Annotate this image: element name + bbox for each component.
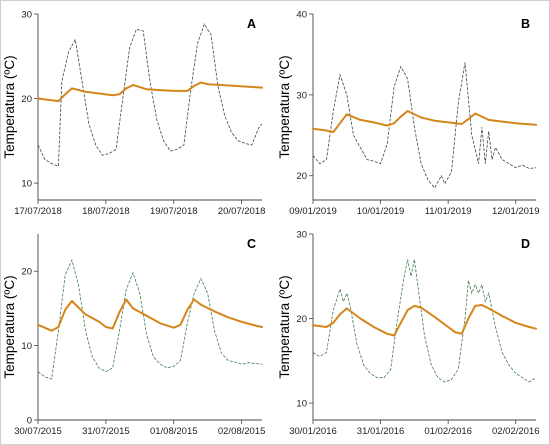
panel-d-x-tick-label: 30/01/2016 xyxy=(289,426,337,437)
panel-b-y-tick-label: 40 xyxy=(296,10,307,21)
panel-d-observed-line xyxy=(312,259,537,383)
panel-b-y-tick-label: 20 xyxy=(296,171,307,182)
panel-c-x-tick-label: 30/07/2015 xyxy=(14,426,62,437)
panel-a-x-tick-label: 19/07/2018 xyxy=(150,206,198,217)
panel-a-letter: A xyxy=(247,17,256,31)
panel-d-y-tick-label: 30 xyxy=(296,230,307,241)
panel-d-x-tick-label: 31/01/2016 xyxy=(357,426,405,437)
panel-c-letter: C xyxy=(247,237,256,251)
panel-d-letter: D xyxy=(521,237,530,251)
panel-c-x-tick-label: 31/07/2015 xyxy=(82,426,130,437)
panel-b-observed-line xyxy=(312,62,537,189)
panel-a-x-tick-label: 18/07/2018 xyxy=(82,206,130,217)
panel-b-model-line xyxy=(312,110,537,134)
panel-c-observed-line xyxy=(37,258,263,380)
panel-b-x-tick-label: 10/01/2019 xyxy=(357,206,405,217)
panel-c-x-tick-label: 02/08/2015 xyxy=(218,426,266,437)
panel-b-letter: B xyxy=(521,17,530,31)
panel-d-model-line xyxy=(312,304,537,337)
panel-a-x-tick-label: 20/07/2018 xyxy=(218,206,266,217)
panel-c-model-line xyxy=(37,298,263,332)
panel-b-x-tick-label: 12/01/2019 xyxy=(492,206,540,217)
panel-a-y-tick-label: 10 xyxy=(21,179,32,190)
panel-a-y-tick-label: 30 xyxy=(21,10,32,21)
panel-a: 10 20 30 17/07/2018 18/07/2018 19/07/2018 20/0… xyxy=(2,10,265,218)
panel-b: 20 30 40 09/01/2019 10/01/2019 11/01/2019 12/0… xyxy=(277,10,540,218)
panel-d-y-tick-label: 10 xyxy=(296,399,307,410)
panel-d: 10 20 30 30/01/2016 31/01/2016 01/02/2016 02/0… xyxy=(277,230,540,438)
panel-c-y-tick-label: 10 xyxy=(21,341,32,352)
panel-c: 0 10 20 30/07/2015 31/07/2015 01/08/2015 02/08… xyxy=(2,234,265,437)
panel-c-y-axis-label: Temperatura (ºC) xyxy=(2,275,17,378)
panel-b-y-tick-label: 30 xyxy=(296,90,307,101)
panel-a-model-line xyxy=(37,81,263,103)
panel-a-y-tick-label: 20 xyxy=(21,94,32,105)
panel-c-x-tick-label: 01/08/2015 xyxy=(150,426,198,437)
panel-a-observed-line xyxy=(37,23,263,167)
panel-d-y-axis-label: Temperatura (ºC) xyxy=(277,275,292,378)
panel-b-y-axis-label: Temperatura (ºC) xyxy=(277,55,292,158)
panel-b-x-tick-label: 11/01/2019 xyxy=(425,206,472,217)
panel-c-y-tick-label: 20 xyxy=(21,267,32,278)
panel-d-x-tick-label: 01/02/2016 xyxy=(424,426,472,437)
panel-b-x-tick-label: 09/01/2019 xyxy=(289,206,337,217)
panel-c-y-tick-label: 0 xyxy=(27,416,32,427)
panel-d-x-tick-label: 02/02/2016 xyxy=(492,426,540,437)
panel-a-x-tick-label: 17/07/2018 xyxy=(14,206,62,217)
panel-d-y-tick-label: 20 xyxy=(296,314,307,325)
panel-a-y-axis-label: Temperatura (ºC) xyxy=(2,55,17,158)
